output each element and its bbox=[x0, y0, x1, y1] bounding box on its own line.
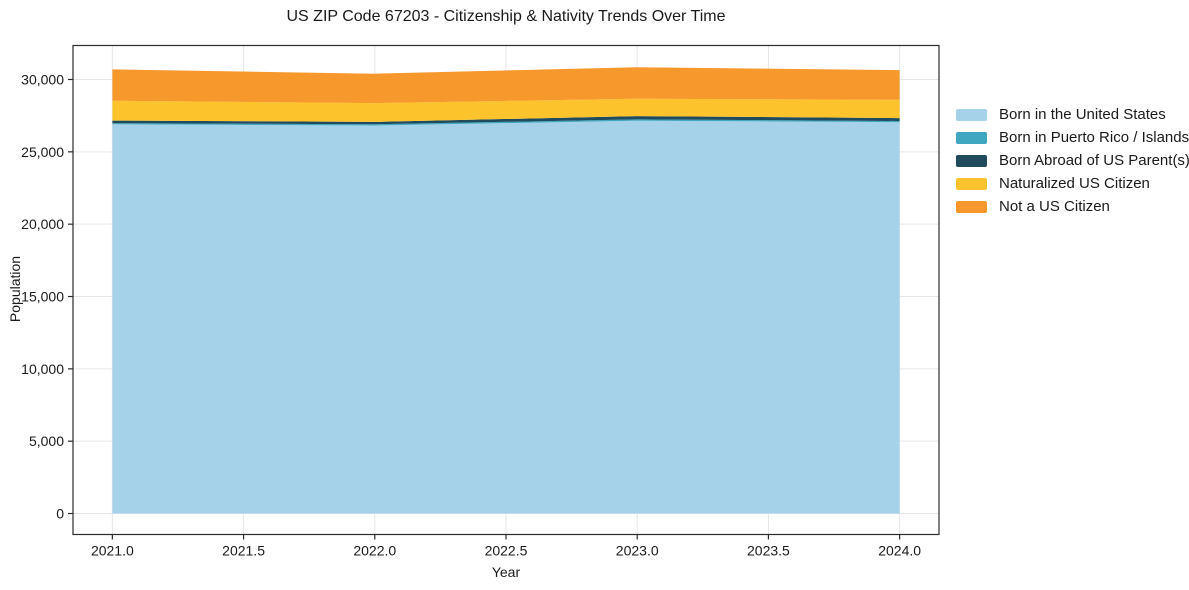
y-tick-label: 10,000 bbox=[21, 361, 64, 377]
legend: Born in the United States Born in Puerto … bbox=[956, 103, 1189, 218]
area-born-in-puerto-rico-islands bbox=[112, 119, 900, 126]
area-born-abroad-of-us-parent-s bbox=[112, 116, 900, 125]
x-tick-label: 2021.0 bbox=[91, 543, 134, 559]
x-tick-label: 2023.5 bbox=[747, 543, 790, 559]
x-tick-label: 2023.0 bbox=[616, 543, 659, 559]
y-tick-label: 15,000 bbox=[21, 289, 64, 305]
y-tick-label: 0 bbox=[56, 506, 64, 522]
area-not-a-us-citizen bbox=[112, 67, 900, 104]
chart-title: US ZIP Code 67203 - Citizenship & Nativi… bbox=[286, 8, 726, 25]
legend-swatch-icon bbox=[956, 154, 987, 167]
y-tick-label: 20,000 bbox=[21, 216, 64, 232]
legend-swatch-icon bbox=[956, 108, 987, 121]
legend-item-born-abroad-of-us-parent-s: Born Abroad of US Parent(s) bbox=[956, 149, 1189, 172]
legend-label: Born Abroad of US Parent(s) bbox=[999, 152, 1189, 169]
legend-item-not-a-us-citizen: Not a US Citizen bbox=[956, 195, 1189, 218]
area-naturalized-us-citizen bbox=[112, 98, 900, 122]
legend-label: Born in the United States bbox=[999, 106, 1166, 123]
legend-item-born-in-the-united-states: Born in the United States bbox=[956, 103, 1189, 126]
y-tick-label: 5,000 bbox=[29, 433, 64, 449]
legend-swatch-icon bbox=[956, 177, 987, 190]
y-tick-label: 25,000 bbox=[21, 144, 64, 160]
x-tick-label: 2024.0 bbox=[878, 543, 921, 559]
area-born-in-the-united-states bbox=[112, 120, 900, 514]
x-tick-label: 2022.0 bbox=[353, 543, 396, 559]
y-tick-label: 30,000 bbox=[21, 71, 64, 87]
y-axis-label: Population bbox=[7, 255, 23, 323]
legend-label: Naturalized US Citizen bbox=[999, 175, 1150, 192]
x-axis-label: Year bbox=[491, 564, 521, 580]
legend-swatch-icon bbox=[956, 131, 987, 144]
legend-swatch-icon bbox=[956, 200, 987, 213]
legend-label: Born in Puerto Rico / Islands bbox=[999, 129, 1189, 146]
x-tick-label: 2021.5 bbox=[222, 543, 265, 559]
x-tick-label: 2022.5 bbox=[485, 543, 528, 559]
legend-label: Not a US Citizen bbox=[999, 198, 1110, 215]
legend-item-naturalized-us-citizen: Naturalized US Citizen bbox=[956, 172, 1189, 195]
legend-item-born-in-puerto-rico-islands: Born in Puerto Rico / Islands bbox=[956, 126, 1189, 149]
